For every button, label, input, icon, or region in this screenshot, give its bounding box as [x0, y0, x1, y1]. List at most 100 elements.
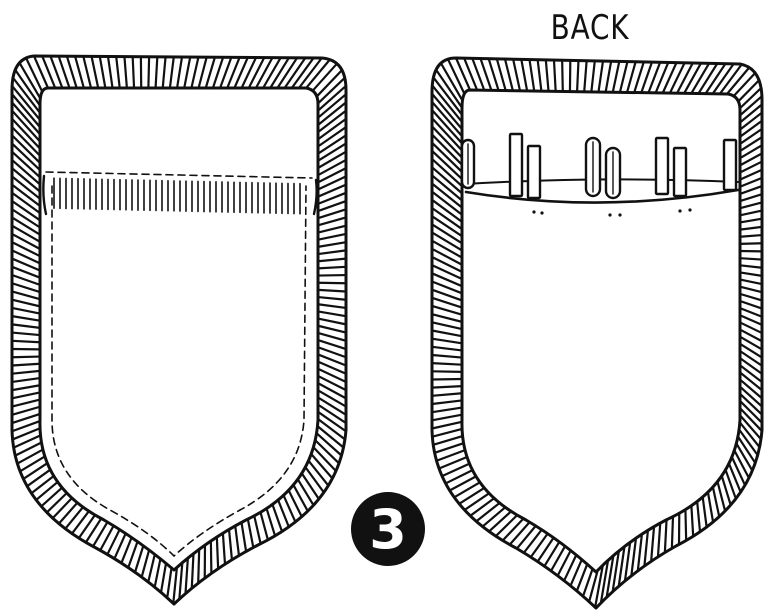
fringe-line: [10, 183, 42, 208]
pencil-icon: [508, 132, 524, 198]
fringe-line: [316, 175, 348, 191]
fringe-line: [24, 56, 44, 93]
fringe-line: [730, 455, 747, 487]
fringe-line: [430, 92, 464, 131]
fringe-line: [316, 224, 348, 234]
fringe-line: [611, 60, 621, 94]
fringe-line: [262, 56, 282, 90]
fringe-line: [430, 206, 464, 231]
fringe-line: [316, 191, 348, 205]
fringe-line: [316, 303, 348, 310]
fringe-line: [738, 371, 764, 392]
fringe-line: [430, 108, 464, 145]
fringe-line: [10, 273, 42, 286]
fringe-line: [656, 521, 662, 558]
fringe-line: [494, 514, 519, 538]
fringe-line: [292, 483, 309, 513]
fringe-line: [316, 199, 348, 213]
fringe-line: [684, 508, 688, 542]
fringe-line: [123, 55, 128, 90]
fringe-line: [430, 141, 464, 174]
fringe-line: [633, 60, 645, 94]
fringe-line: [10, 93, 42, 129]
fringe-line: [430, 174, 464, 202]
fringe-line: [735, 442, 754, 472]
fringe-line: [430, 255, 464, 273]
fringe-line: [738, 328, 764, 343]
fringe-line: [147, 55, 151, 90]
fringe-line: [430, 413, 464, 422]
fringe-line: [10, 282, 42, 294]
fringe-line: [204, 56, 216, 90]
fringe-line: [276, 56, 299, 90]
fringe-line: [512, 58, 522, 92]
fringe-line: [175, 55, 184, 90]
fringe-line: [74, 55, 85, 90]
fringe-line: [10, 84, 42, 122]
fringe-line: [316, 183, 348, 198]
fringe-line: [49, 55, 64, 90]
fringe-line: [487, 57, 500, 92]
fringe-line: [254, 56, 274, 90]
fringe-line: [738, 257, 764, 261]
fringe-line: [611, 549, 620, 593]
fringe-line: [448, 475, 478, 492]
fringe-line: [305, 58, 331, 90]
fringe-line: [520, 58, 529, 92]
fringe-line: [727, 462, 742, 494]
fringe-line: [316, 150, 348, 170]
fringe-line: [10, 175, 42, 200]
fringe-line: [32, 54, 50, 90]
fringe-line: [57, 501, 79, 525]
fringe-line: [737, 79, 761, 103]
fringe-line: [711, 485, 721, 518]
fringe-line: [140, 548, 151, 579]
fringe-line: [463, 492, 491, 512]
fringe-line: [316, 382, 348, 400]
fringe-line: [604, 60, 613, 94]
fringe-line: [661, 61, 678, 95]
fringe-line: [458, 486, 486, 505]
fringe-line: [561, 59, 564, 93]
fringe-line: [549, 545, 567, 572]
fringe-line: [738, 357, 764, 375]
fringe-line: [131, 55, 136, 90]
fringe-line: [430, 231, 464, 252]
fringe-line: [738, 278, 764, 286]
fringe-line: [70, 510, 90, 535]
fringe-line: [738, 95, 764, 117]
fringe-line: [282, 494, 297, 524]
fringe-line: [670, 515, 675, 550]
fringe-line: [10, 109, 42, 143]
fringe-line: [316, 338, 348, 351]
fringe-line: [503, 57, 514, 92]
fringe-line: [440, 462, 471, 478]
fringe-line: [650, 525, 656, 563]
fringe-line: [316, 216, 348, 227]
fringe-line: [178, 561, 184, 601]
fringe-line: [18, 61, 42, 100]
fringe-line: [10, 191, 42, 215]
fringe-line: [16, 448, 44, 465]
fringe-line: [439, 62, 464, 102]
front-fold-ticks: [53, 177, 301, 215]
fringe-line: [475, 501, 501, 523]
fringe-line: [19, 455, 46, 473]
fringe-line: [296, 478, 315, 507]
fringe-line: [430, 133, 464, 166]
fringe-line: [623, 541, 632, 583]
fringe-line: [738, 407, 764, 433]
fringe-line: [41, 54, 57, 90]
fringe-line: [437, 455, 469, 470]
fringe-line: [65, 55, 78, 90]
fringe-line: [738, 225, 764, 231]
pencil-icon: [722, 138, 738, 192]
fringe-line: [271, 503, 284, 533]
fringe-line: [10, 208, 42, 229]
fringe-line: [307, 459, 330, 487]
fringe-line: [10, 398, 42, 408]
fringe-line: [10, 306, 42, 315]
fringe-line: [738, 87, 763, 110]
fringe-line: [10, 315, 42, 322]
fringe-line: [316, 273, 348, 277]
